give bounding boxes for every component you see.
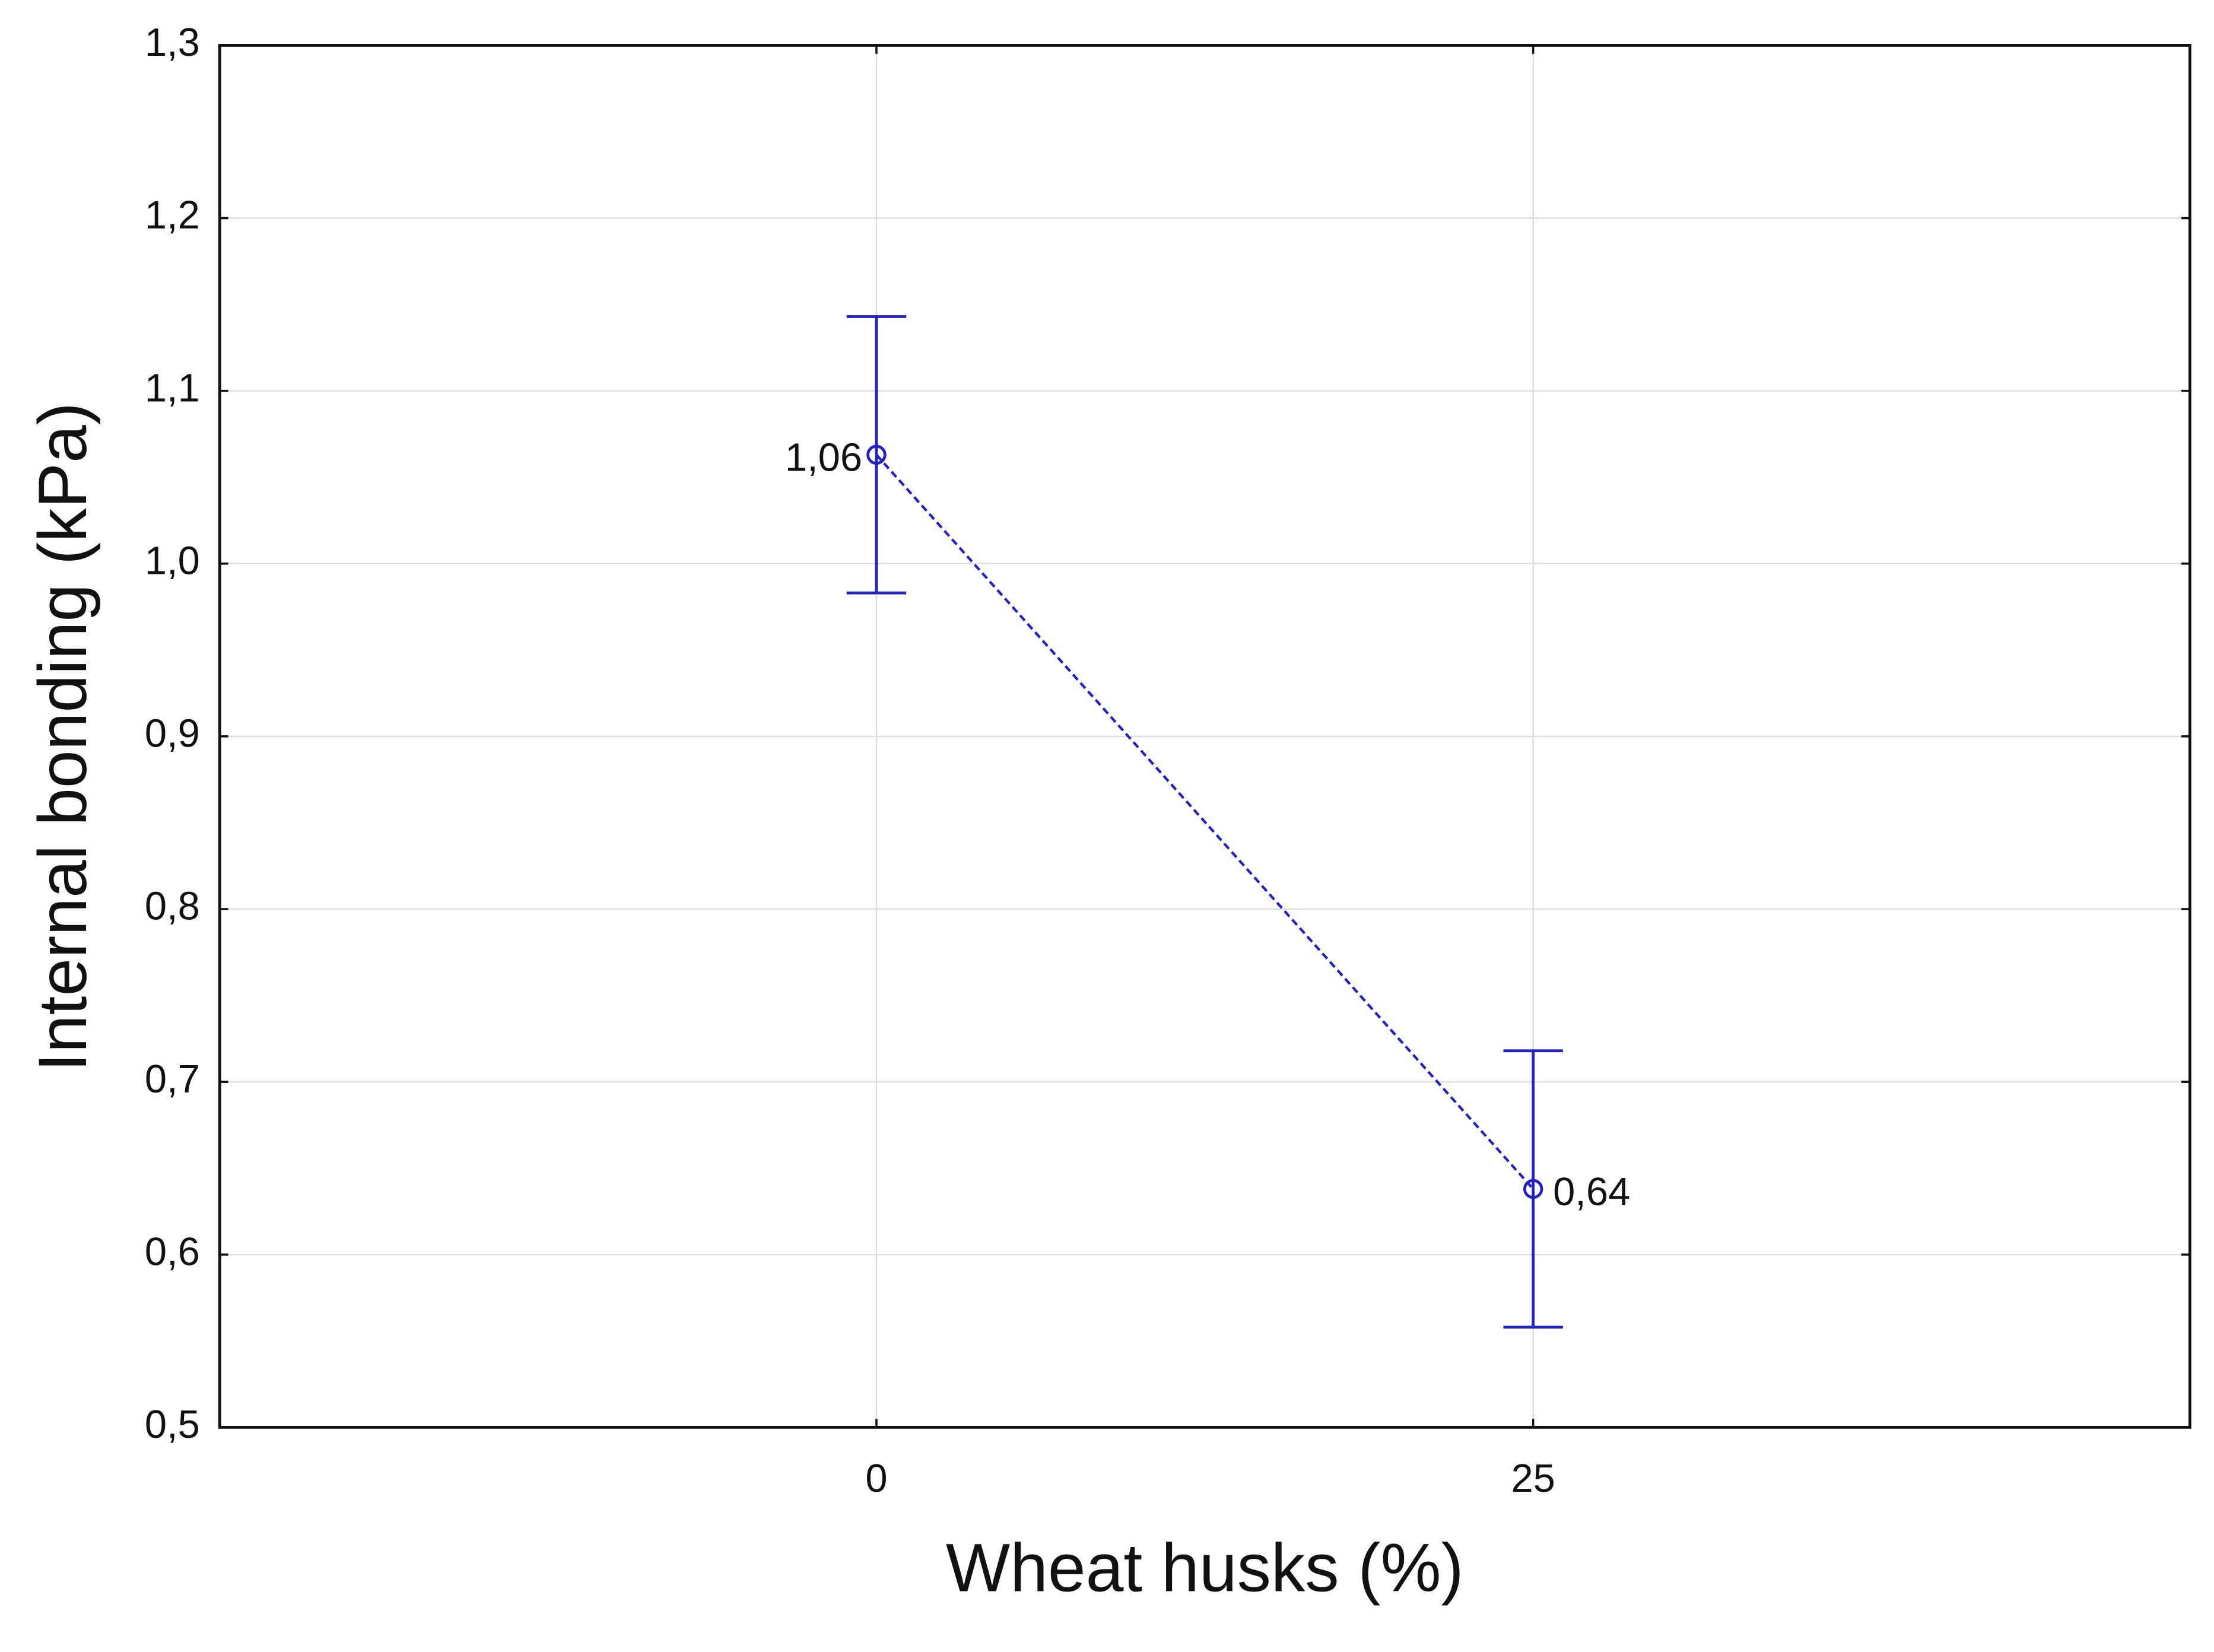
- y-axis-label: Internal bonding (kPa): [25, 402, 101, 1072]
- y-tick-label: 0,6: [145, 1230, 200, 1274]
- y-tick-label: 0,8: [145, 884, 200, 929]
- x-axis-label: Wheat husks (%): [946, 1530, 1464, 1606]
- value-label: 1,06: [785, 436, 862, 480]
- plot-frame: [218, 44, 2191, 1429]
- y-tick-label: 1,2: [145, 193, 200, 237]
- y-tick-label: 1,1: [145, 366, 200, 410]
- y-tick-label: 1,0: [145, 538, 200, 583]
- x-tick-label: 0: [865, 1456, 887, 1501]
- y-tick-label: 0,7: [145, 1057, 200, 1101]
- value-label: 0,64: [1553, 1170, 1630, 1214]
- y-tick-label: 0,5: [145, 1402, 200, 1447]
- y-tick-label: 1,3: [145, 20, 200, 65]
- data-point: [866, 444, 887, 465]
- x-tick-label: 25: [1511, 1456, 1555, 1501]
- data-point: [1523, 1178, 1543, 1199]
- y-tick-label: 0,9: [145, 711, 200, 756]
- data-line: [875, 453, 1535, 1190]
